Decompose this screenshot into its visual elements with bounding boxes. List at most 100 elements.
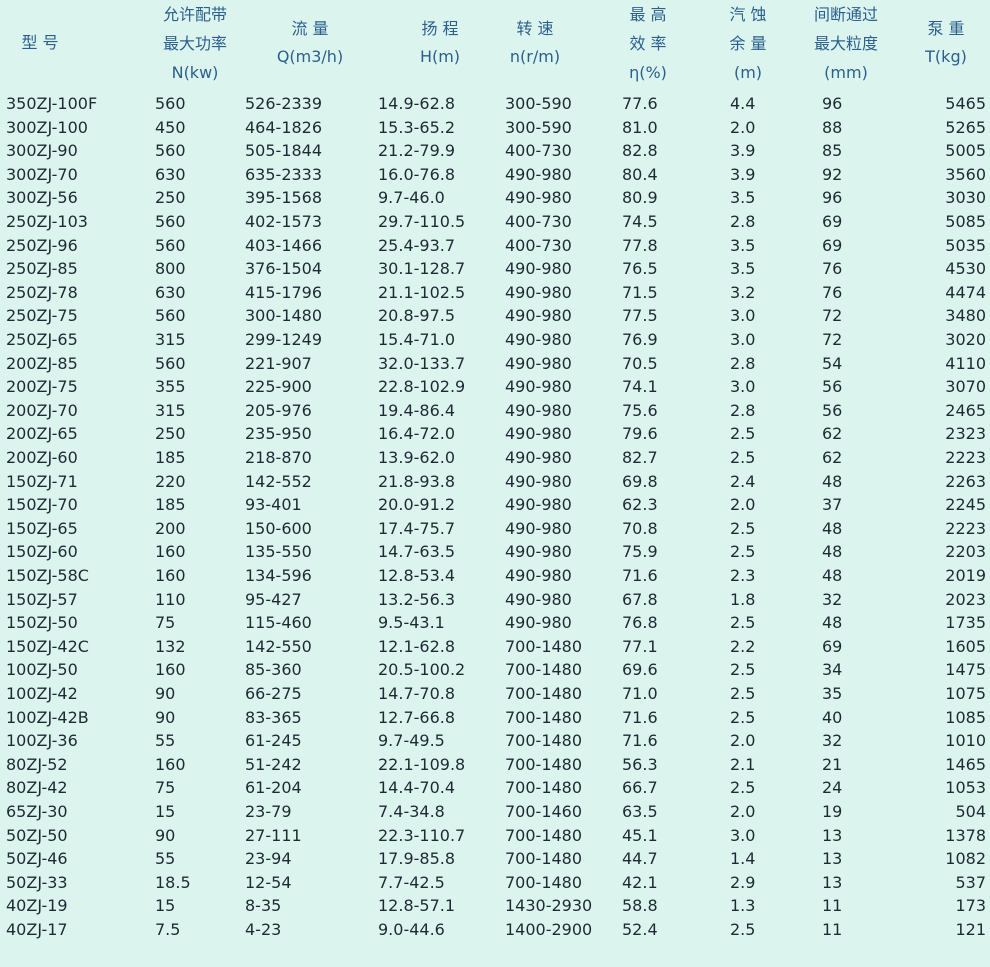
model-cell: 150ZJ-71 (6, 471, 78, 491)
column-header: η(%) (629, 63, 667, 82)
value-cell: 71.6 (622, 731, 658, 751)
value-cell: 700-1480 (505, 731, 583, 751)
value-cell: 77.8 (622, 235, 658, 255)
value-cell: 560 (155, 212, 186, 231)
value-cell: 14.4-70.4 (378, 778, 456, 798)
value-cell: 121 (955, 920, 986, 939)
value-cell: 4530 (945, 259, 986, 279)
value-cell: 19 (822, 802, 843, 821)
model-cell: 250ZJ-75 (6, 306, 78, 326)
value-cell: 1.3 (730, 896, 756, 916)
value-cell: 2.8 (730, 353, 756, 373)
value-cell: 2.5 (730, 448, 756, 467)
value-cell: 48 (822, 566, 843, 585)
value-cell: 115-460 (245, 613, 312, 633)
model-cell: 300ZJ-70 (6, 164, 78, 184)
value-cell: 48 (822, 471, 843, 491)
value-cell: 7.4-34.8 (378, 802, 445, 821)
value-cell: 1400-2900 (505, 920, 593, 939)
value-cell: 2323 (945, 424, 986, 444)
column-header: (m) (733, 63, 763, 82)
model-cell: 250ZJ-103 (6, 212, 88, 231)
column-header: 汽 蚀 (729, 5, 767, 24)
value-cell: 3020 (945, 330, 986, 349)
value-cell: 700-1480 (505, 636, 583, 656)
value-cell: 11 (822, 920, 843, 939)
column-header: 转 速 (516, 19, 554, 38)
value-cell: 21.2-79.9 (378, 141, 456, 161)
value-cell: 299-1249 (245, 330, 323, 349)
value-cell: 2.5 (730, 518, 756, 538)
value-cell: 71.0 (622, 684, 658, 703)
value-cell: 25.4-93.7 (378, 235, 456, 255)
value-cell: 3.0 (730, 330, 756, 349)
model-cell: 300ZJ-90 (6, 141, 78, 161)
value-cell: 62 (822, 448, 843, 467)
model-cell: 150ZJ-50 (6, 613, 78, 633)
value-cell: 8-35 (245, 896, 282, 916)
value-cell: 490-980 (505, 282, 572, 302)
value-cell: 72 (822, 330, 843, 349)
value-cell: 490-980 (505, 448, 572, 467)
value-cell: 70.5 (622, 353, 658, 373)
model-cell: 100ZJ-50 (6, 660, 78, 680)
value-cell: 490-980 (505, 330, 572, 349)
value-cell: 14.7-63.5 (378, 542, 456, 562)
value-cell: 13.9-62.0 (378, 448, 456, 467)
value-cell: 32 (822, 589, 843, 609)
value-cell: 9.5-43.1 (378, 613, 445, 633)
model-cell: 150ZJ-65 (6, 518, 78, 538)
column-header: N(kw) (171, 63, 219, 82)
value-cell: 76 (822, 259, 843, 279)
value-cell: 220 (155, 471, 186, 491)
value-cell: 630 (155, 282, 186, 302)
value-cell: 13.2-56.3 (378, 589, 456, 609)
value-cell: 15.3-65.2 (378, 117, 456, 137)
value-cell: 110 (155, 589, 186, 609)
value-cell: 134-596 (245, 566, 312, 585)
value-cell: 355 (155, 377, 186, 397)
value-cell: 48 (822, 518, 843, 538)
model-cell: 250ZJ-96 (6, 235, 78, 255)
value-cell: 3.5 (730, 235, 756, 255)
value-cell: 490-980 (505, 424, 572, 444)
model-cell: 80ZJ-42 (6, 778, 68, 798)
value-cell: 225-900 (245, 377, 312, 397)
value-cell: 2.3 (730, 566, 756, 585)
value-cell: 2.5 (730, 424, 756, 444)
model-cell: 150ZJ-70 (6, 495, 78, 515)
value-cell: 80.4 (622, 164, 658, 184)
value-cell: 32 (822, 731, 843, 751)
value-cell: 173 (955, 896, 986, 916)
value-cell: 490-980 (505, 566, 572, 585)
value-cell: 20.5-100.2 (378, 660, 466, 680)
column-header: 最 高 (629, 5, 667, 24)
value-cell: 135-550 (245, 542, 312, 562)
value-cell: 185 (155, 448, 186, 467)
value-cell: 300-1480 (245, 306, 323, 326)
value-cell: 96 (822, 188, 843, 208)
value-cell: 15.4-71.0 (378, 330, 456, 349)
value-cell: 76.5 (622, 259, 658, 279)
value-cell: 77.6 (622, 94, 658, 113)
value-cell: 5085 (945, 212, 986, 231)
value-cell: 2.4 (730, 471, 756, 491)
value-cell: 22.1-109.8 (378, 754, 466, 774)
value-cell: 93-401 (245, 495, 302, 515)
value-cell: 21 (822, 754, 843, 774)
value-cell: 4-23 (245, 920, 282, 939)
value-cell: 29.7-110.5 (378, 212, 466, 231)
value-cell: 2.5 (730, 778, 756, 798)
value-cell: 52.4 (622, 920, 658, 939)
value-cell: 9.7-46.0 (378, 188, 445, 208)
value-cell: 560 (155, 94, 186, 113)
value-cell: 490-980 (505, 164, 572, 184)
column-header: n(r/m) (509, 47, 561, 66)
model-cell: 150ZJ-58C (6, 566, 89, 585)
column-header: 间断通过 (813, 5, 878, 24)
value-cell: 700-1480 (505, 849, 583, 869)
value-cell: 700-1480 (505, 872, 583, 892)
model-cell: 100ZJ-36 (6, 731, 78, 751)
value-cell: 55 (155, 731, 176, 751)
value-cell: 22.8-102.9 (378, 377, 466, 397)
